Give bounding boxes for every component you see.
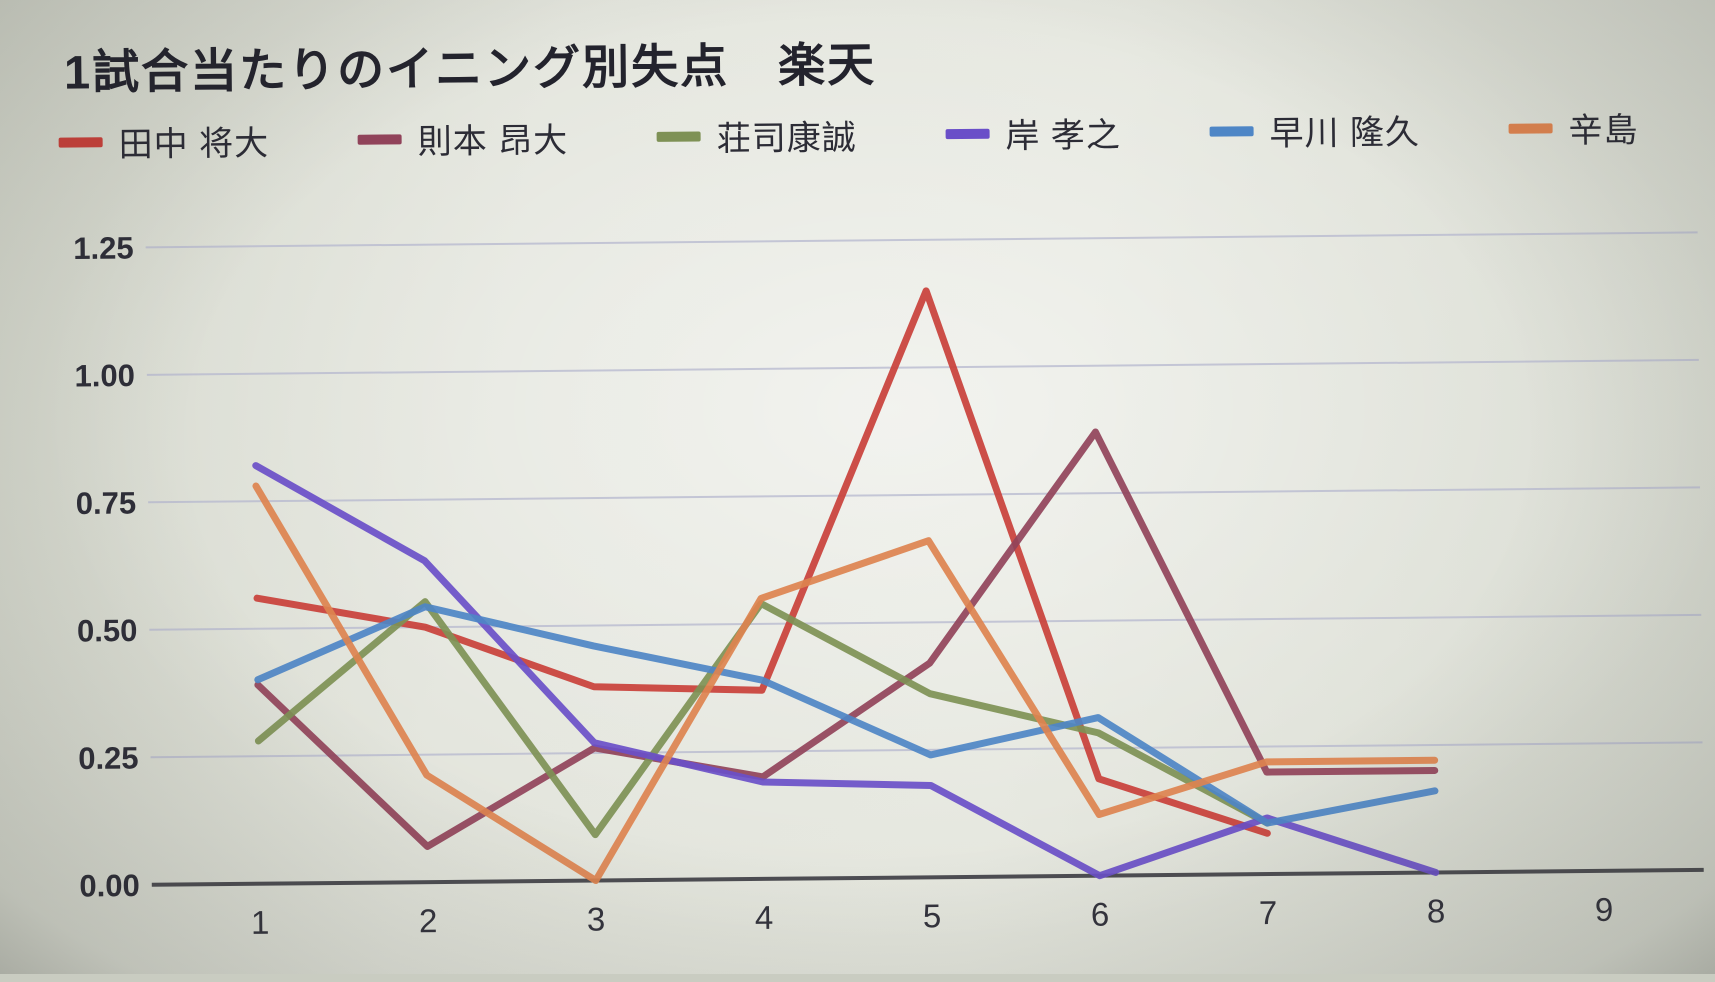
gridline-1.00 [146,358,1699,376]
x-tick-label-2: 2 [419,902,438,939]
gridline-0.75 [148,486,1701,504]
y-tick-label-1.25: 1.25 [73,230,134,266]
series-line-shoji [254,598,1271,839]
x-tick-label-4: 4 [755,899,774,936]
y-tick-label-0.75: 0.75 [76,485,137,521]
series-line-karashima [252,482,1439,885]
x-tick-label-9: 9 [1595,891,1614,928]
series-line-hayakawa [254,603,1439,827]
series-line-kishi [252,462,1440,880]
x-tick-label-3: 3 [587,900,606,937]
x-tick-label-1: 1 [251,904,270,941]
y-tick-label-0.00: 0.00 [79,868,140,904]
series-line-tanaka [253,287,1271,837]
x-tick-label-8: 8 [1427,892,1446,929]
x-tick-label-6: 6 [1091,896,1110,933]
y-tick-label-1.00: 1.00 [74,358,135,394]
x-tick-label-5: 5 [923,897,942,934]
gridline-1.25 [145,231,1698,249]
y-tick-label-0.25: 0.25 [78,740,139,776]
y-tick-label-0.50: 0.50 [77,613,138,649]
x-axis-line [151,867,1704,887]
x-tick-label-7: 7 [1259,894,1278,931]
